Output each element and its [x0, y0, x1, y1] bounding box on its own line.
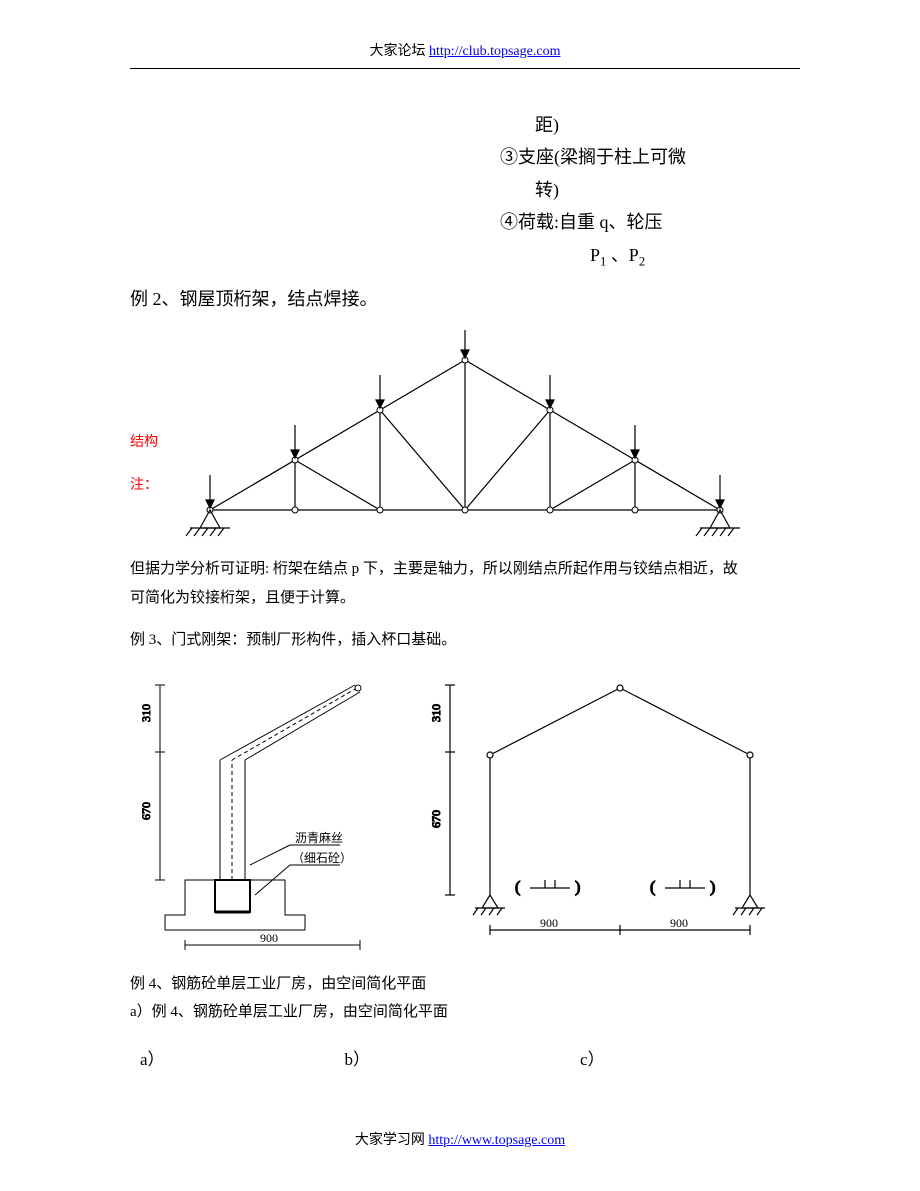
truss-diagram	[160, 330, 770, 540]
pin-support-icon	[473, 895, 505, 915]
red-a: 结构	[130, 430, 158, 455]
footer-link[interactable]: http://www.topsage.com	[428, 1133, 565, 1148]
label-a: a）	[140, 1045, 165, 1076]
svg-text:310: 310	[429, 704, 443, 722]
svg-text:310: 310	[139, 704, 153, 722]
svg-text:670: 670	[429, 810, 443, 828]
red-annotations: 结构 注：	[130, 430, 158, 498]
svg-text:900: 900	[260, 931, 278, 945]
svg-text:): )	[710, 879, 715, 896]
header-text: 大家论坛	[370, 44, 430, 59]
line-3b: 转)	[535, 174, 800, 206]
example-4a: a）例 4、钢筋砼单层工业厂房，由空间简化平面	[130, 998, 800, 1027]
paragraph-1: 但据力学分析可证明: 桁架在结点 p 下，主要是轴力，所以刚结点所起作用与铰结点…	[130, 555, 800, 612]
abc-labels: a） b） c）	[130, 1045, 800, 1076]
svg-text:（细石砼）: （细石砼）	[292, 851, 352, 865]
header-rule	[130, 68, 800, 69]
frame-diagrams: 310 670 沥青麻丝	[130, 670, 800, 950]
portal-frame-detail: 310 670 沥青麻丝	[130, 670, 390, 950]
label-c: c）	[580, 1045, 605, 1076]
header-link[interactable]: http://club.topsage.com	[429, 44, 560, 59]
portal-frame-diagram: 310 670 ( ) ( )	[420, 670, 780, 950]
example-2-title: 例 2、钢屋顶桁架，结点焊接。	[130, 283, 800, 315]
label-b: b）	[345, 1045, 371, 1076]
svg-text:沥青麻丝: 沥青麻丝	[295, 830, 343, 845]
red-b: 注：	[130, 473, 158, 498]
svg-text:900: 900	[540, 916, 558, 930]
arrow-icon	[206, 475, 214, 508]
svg-text:(: (	[515, 879, 520, 896]
footer-text: 大家学习网	[355, 1133, 429, 1148]
pin-support-icon	[186, 510, 230, 536]
example-4: 例 4、钢筋砼单层工业厂房，由空间简化平面	[130, 970, 800, 999]
line-4: ④荷载:自重 q、轮压	[500, 206, 800, 238]
page-footer: 大家学习网 http://www.topsage.com	[0, 1129, 920, 1149]
svg-text:900: 900	[670, 916, 688, 930]
svg-text:): )	[575, 879, 580, 896]
svg-text:(: (	[650, 879, 655, 896]
line-ju: 距)	[535, 109, 800, 141]
line-3: ③支座(梁搁于柱上可微	[500, 141, 800, 173]
svg-text:670: 670	[139, 802, 153, 820]
example-3-title: 例 3、门式刚架：预制厂形构件，插入杯口基础。	[130, 626, 800, 655]
numbered-items: 距) ③支座(梁搁于柱上可微 转) ④荷载:自重 q、轮压 P1 、P2	[500, 109, 800, 273]
main-content: 距) ③支座(梁搁于柱上可微 转) ④荷载:自重 q、轮压 P1 、P2 例 2…	[130, 109, 800, 1075]
pin-support-icon	[696, 510, 740, 536]
line-p: P1 、P2	[590, 239, 800, 273]
page-header: 大家论坛 http://club.topsage.com	[130, 40, 800, 60]
pin-support-icon	[733, 895, 765, 915]
